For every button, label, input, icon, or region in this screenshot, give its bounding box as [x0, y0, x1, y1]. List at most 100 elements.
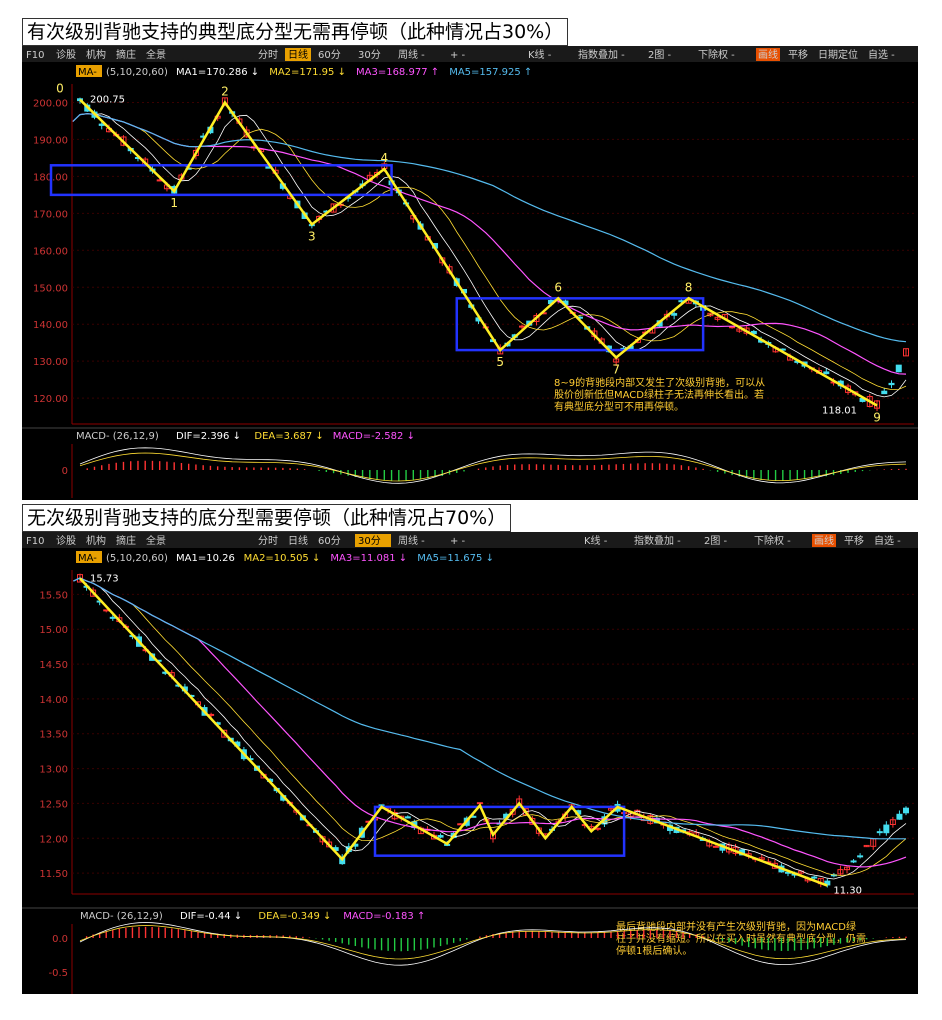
y-tick-label: 150.00 — [33, 283, 68, 294]
ma1-line — [73, 577, 907, 880]
consolidation-box — [455, 297, 705, 352]
period-tab[interactable]: 60分 — [318, 49, 341, 61]
toolbar-item[interactable]: 摘庄 — [116, 48, 136, 61]
ma-value: MA1=10.26 — [176, 553, 235, 564]
ma-label-bg — [76, 65, 102, 77]
candle-body — [714, 316, 721, 320]
y-tick-label: 170.00 — [33, 209, 68, 220]
chart-2: F10 诊股 机构 摘庄 全景 分时 日线 60分 30分 周线 - + - K线 - 指数叠加 - 2图… — [22, 532, 918, 994]
toolbar-item[interactable]: 诊股 — [56, 534, 76, 547]
candle-body — [404, 816, 411, 819]
period-tab[interactable]: 30分 — [358, 535, 381, 547]
candle-body — [476, 802, 483, 805]
candle-body — [529, 817, 536, 825]
y-tick-label: 12.50 — [39, 799, 68, 810]
candle-body — [98, 123, 105, 126]
dea-line — [79, 452, 907, 482]
chart-1-svg: F10 诊股 机构 摘庄 全景 分时 日线 60分 30分 周线 - + - K线 - 指数叠加 - 2图… — [22, 46, 918, 498]
toolbar-item[interactable]: 全景 — [146, 48, 166, 61]
toolbar-right-item[interactable]: 平移 — [844, 534, 864, 547]
y-tick-label: 140.00 — [33, 320, 68, 331]
candle-body — [857, 855, 864, 858]
period-tab[interactable]: 30分 — [358, 49, 381, 61]
ma3-line — [72, 113, 907, 375]
toolbar-right-item[interactable]: K线 - — [584, 534, 608, 547]
ma-value: MA3=11.081 ↓ — [330, 553, 407, 564]
chart-1-title: 有次级别背驰支持的典型底分型无需再停顿（此种情况占30%） — [22, 18, 569, 46]
macd-label[interactable]: MACD- (26,12,9) — [80, 911, 163, 922]
low-price-label: 118.01 — [822, 406, 857, 417]
toolbar-right-item[interactable]: 自选 - — [868, 48, 895, 61]
ma-value: MA2=171.95 ↓ — [269, 67, 346, 78]
ma-label[interactable]: MA- — [78, 67, 97, 78]
toolbar-f10[interactable]: F10 — [26, 536, 44, 547]
toolbar-item[interactable]: 全景 — [146, 534, 166, 547]
candle-body — [437, 835, 444, 838]
toolbar-right-item[interactable]: 日期定位 — [818, 48, 858, 61]
toolbar-right-item[interactable]: 平移 — [788, 48, 808, 61]
zoom-control[interactable]: + - — [450, 50, 466, 61]
y-tick-label: 200.00 — [33, 98, 68, 109]
candle-body — [330, 203, 337, 213]
candle-body — [823, 371, 830, 375]
toolbar-right-item[interactable]: 自选 - — [874, 534, 901, 547]
period-tab[interactable]: 日线 — [288, 534, 308, 547]
toolbar-right-item[interactable]: 2图 - — [704, 535, 728, 547]
candle-body — [671, 313, 678, 316]
candle-body — [90, 589, 97, 597]
consolidation-box — [49, 164, 393, 197]
candle-body — [707, 312, 714, 317]
candle-body — [77, 574, 83, 583]
toolbar-right-item[interactable]: K线 - — [528, 48, 552, 61]
toolbar-item[interactable]: 机构 — [86, 534, 106, 547]
annotation-line: 最后背驰段内部并没有产生次级别背驰，因为MACD绿 — [616, 920, 856, 933]
toolbar-item[interactable]: 机构 — [86, 48, 106, 61]
y-tick-label: 14.50 — [39, 660, 68, 671]
toolbar-right-item[interactable]: 下除权 - — [698, 48, 735, 61]
toolbar-f10[interactable]: F10 — [26, 50, 44, 61]
chart-2-title: 无次级别背驰支持的底分型需要停顿（此种情况占70%） — [22, 504, 512, 532]
toolbar-item[interactable]: 诊股 — [56, 48, 76, 61]
period-tab[interactable]: 日线 — [288, 48, 308, 61]
candle-body — [736, 328, 743, 332]
dea-line — [79, 925, 907, 960]
wave-label-5: 5 — [496, 355, 504, 369]
period-tab[interactable]: 周线 - — [398, 48, 425, 61]
toolbar-right-item[interactable]: 2图 - — [648, 49, 672, 61]
toolbar-bg — [22, 532, 918, 548]
toolbar-bg — [22, 46, 918, 62]
y-tick-label: 130.00 — [33, 357, 68, 368]
macd-label[interactable]: MACD- (26,12,9) — [76, 431, 159, 442]
candle-body — [522, 808, 529, 816]
candle-body — [888, 382, 895, 386]
wave-label-7: 7 — [612, 362, 620, 376]
period-tab[interactable]: 分时 — [258, 49, 278, 61]
toolbar-right-item[interactable]: 下除权 - — [754, 534, 791, 547]
y-tick-label: 190.00 — [33, 135, 68, 146]
toolbar-right-item[interactable]: 画线 — [758, 48, 778, 61]
chart-1: F10 诊股 机构 摘庄 全景 分时 日线 60分 30分 周线 - + - K线 - 指数叠加 - 2图… — [22, 46, 918, 500]
chart-2-svg: F10 诊股 机构 摘庄 全景 分时 日线 60分 30分 周线 - + - K线 - 指数叠加 - 2图… — [22, 532, 918, 994]
y-tick-label: 15.00 — [39, 625, 68, 636]
period-tab[interactable]: 周线 - — [398, 534, 425, 547]
toolbar-right-item[interactable]: 画线 — [814, 534, 834, 547]
y-tick-label: 160.00 — [33, 246, 68, 257]
y-tick-label: 15.50 — [39, 590, 68, 601]
candle-body — [850, 860, 857, 863]
period-tab[interactable]: 60分 — [318, 535, 341, 547]
toolbar-right-item[interactable]: 指数叠加 - — [578, 48, 625, 61]
candle-body — [518, 325, 525, 328]
high-price-label: 15.73 — [90, 573, 119, 584]
candle-body — [729, 326, 736, 329]
wave-label-4: 4 — [380, 151, 388, 165]
zoom-control[interactable]: + - — [450, 536, 466, 547]
macd-tick-label: 0.0 — [52, 934, 68, 945]
wave-label-0: 0 — [56, 82, 64, 96]
toolbar-right-item[interactable]: 指数叠加 - — [634, 534, 681, 547]
macd-tick-label: 0 — [62, 466, 68, 477]
period-tab[interactable]: 分时 — [258, 535, 278, 547]
ma-label[interactable]: MA- — [78, 553, 97, 564]
toolbar-item[interactable]: 摘庄 — [116, 534, 136, 547]
ma2-line — [73, 577, 907, 876]
macd-value: MACD=-0.183 ↑ — [343, 911, 425, 922]
